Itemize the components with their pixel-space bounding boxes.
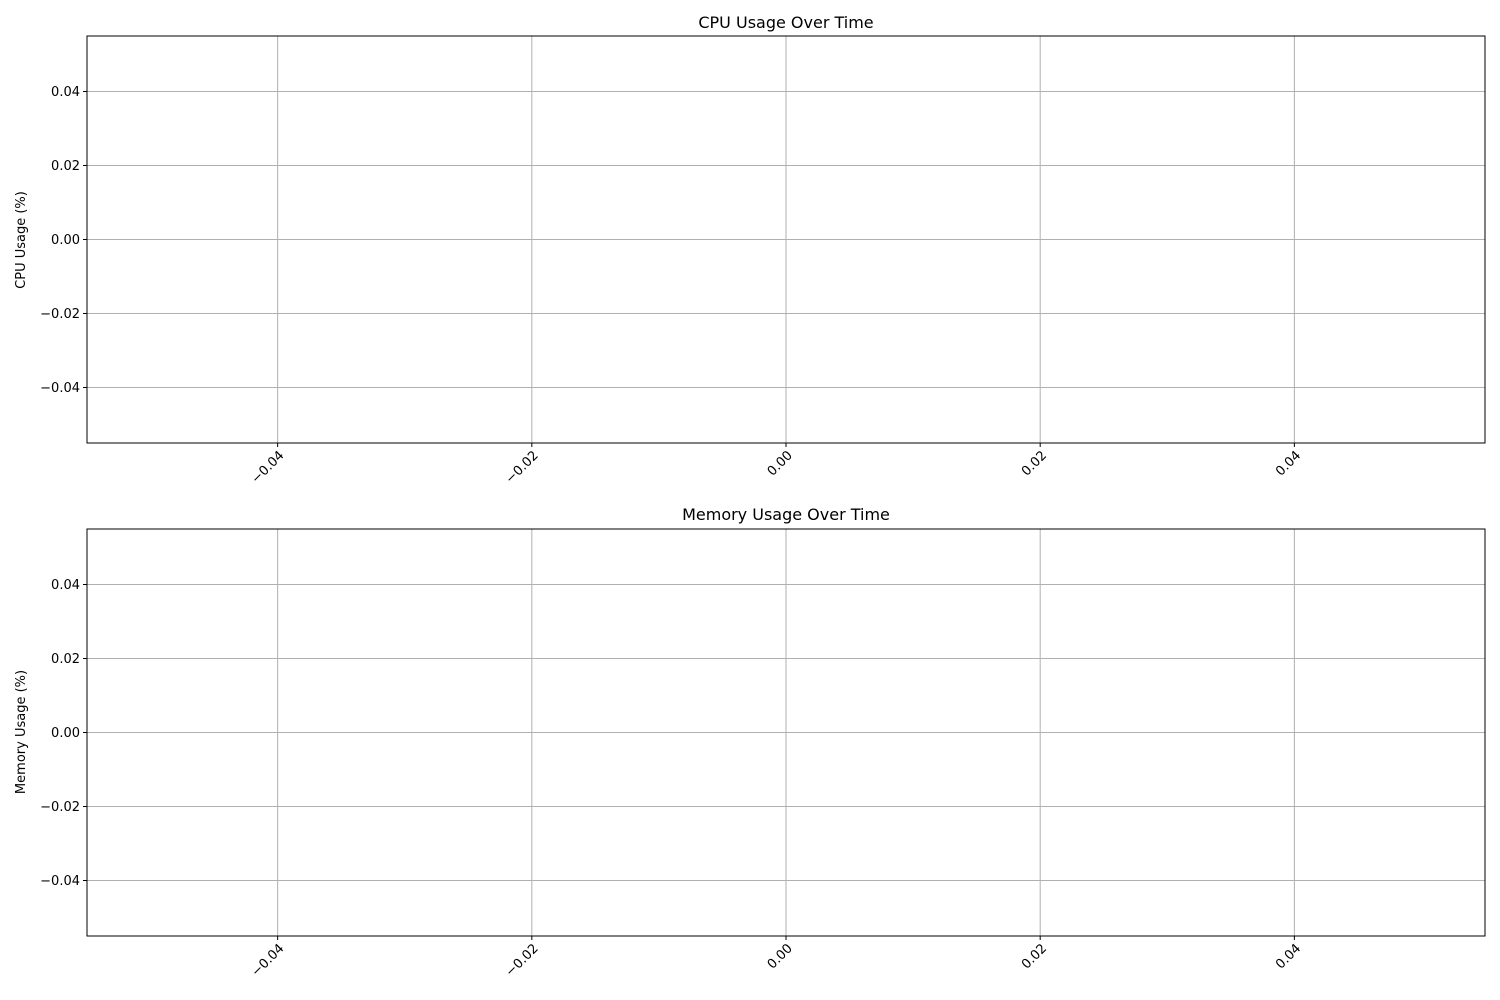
x-tick-label: 0.04 bbox=[1273, 448, 1304, 479]
y-tick-label: 0.00 bbox=[51, 233, 80, 248]
y-axis-label: CPU Usage (%) bbox=[14, 191, 29, 289]
chart-title: CPU Usage Over Time bbox=[698, 13, 873, 32]
x-tick-label: −0.04 bbox=[249, 941, 288, 980]
y-tick-label: −0.02 bbox=[40, 307, 80, 322]
memory-usage-chart: Memory Usage Over Time Memory Usage (%) … bbox=[14, 505, 1486, 980]
y-tick-label: −0.04 bbox=[40, 874, 80, 889]
y-axis-label: Memory Usage (%) bbox=[14, 670, 29, 794]
y-tick-label: 0.04 bbox=[51, 578, 80, 593]
y-tick-label: 0.02 bbox=[51, 159, 80, 174]
y-tick-label: 0.02 bbox=[51, 652, 80, 667]
x-tick-label: −0.04 bbox=[249, 448, 288, 487]
x-tick-label: −0.02 bbox=[503, 941, 542, 980]
plot-area: −0.04 −0.02 0.00 0.02 0.04 −0.04 −0.02 0.00 0.02… bbox=[40, 35, 1486, 487]
x-tick-label: −0.02 bbox=[503, 448, 542, 487]
plot-area: −0.04 −0.02 0.00 0.02 0.04 −0.04 −0.02 0.00 0.02… bbox=[40, 528, 1486, 980]
cpu-usage-chart: CPU Usage Over Time CPU Usage (%) −0.04−… bbox=[14, 13, 1486, 487]
chart-title: Memory Usage Over Time bbox=[682, 505, 890, 524]
y-tick-label: 0.00 bbox=[51, 726, 80, 741]
y-tick-label: −0.04 bbox=[40, 381, 80, 396]
x-tick-label: 0.00 bbox=[765, 448, 796, 479]
y-tick-label: 0.04 bbox=[51, 85, 80, 100]
x-tick-label: 0.02 bbox=[1019, 941, 1050, 972]
x-tick-label: 0.02 bbox=[1019, 448, 1050, 479]
x-tick-label: 0.04 bbox=[1273, 941, 1304, 972]
y-tick-label: −0.02 bbox=[40, 800, 80, 815]
x-tick-label: 0.00 bbox=[765, 941, 796, 972]
